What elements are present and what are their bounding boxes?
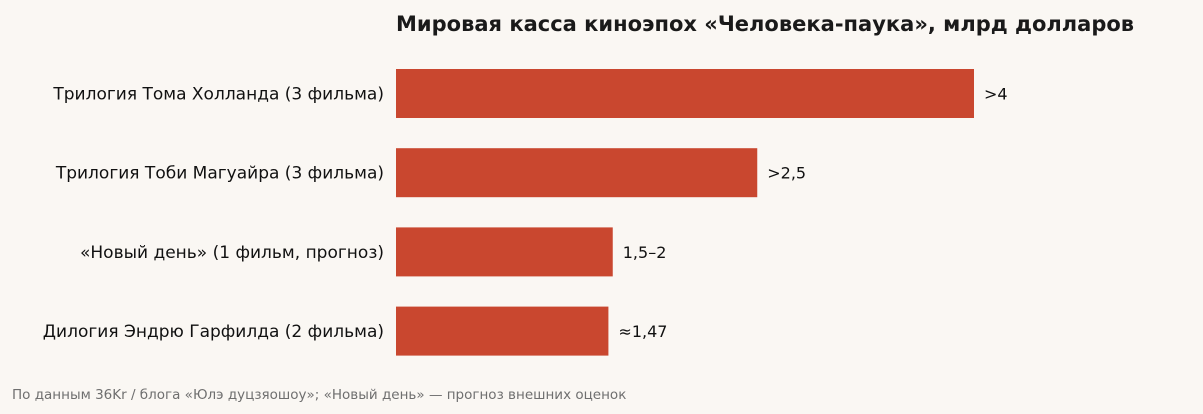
bar xyxy=(396,306,609,356)
value-label: >4 xyxy=(984,85,1008,104)
bar xyxy=(396,227,613,277)
bars-group: Трилогия Тома Холланда (3 фильма) >4 Трило… xyxy=(43,69,1008,356)
value-label: >2,5 xyxy=(767,164,806,183)
value-label: ≈1,47 xyxy=(618,322,667,341)
chart-title: Мировая касса киноэпох «Человека-паука»,… xyxy=(396,12,1134,36)
value-label: 1,5–2 xyxy=(623,243,667,262)
category-label: Трилогия Тоби Магуайра (3 фильма) xyxy=(55,164,384,184)
bar xyxy=(396,69,974,118)
chart-footnote: По данным 36Kr / блога «Юлэ дуцзяошоу»; … xyxy=(12,387,626,403)
category-label: «Новый день» (1 фильм, прогноз) xyxy=(80,243,384,263)
bar xyxy=(396,148,758,198)
category-label: Дилогия Эндрю Гарфилда (2 фильма) xyxy=(43,322,384,342)
category-label: Трилогия Тома Холланда (3 фильма) xyxy=(52,85,384,105)
